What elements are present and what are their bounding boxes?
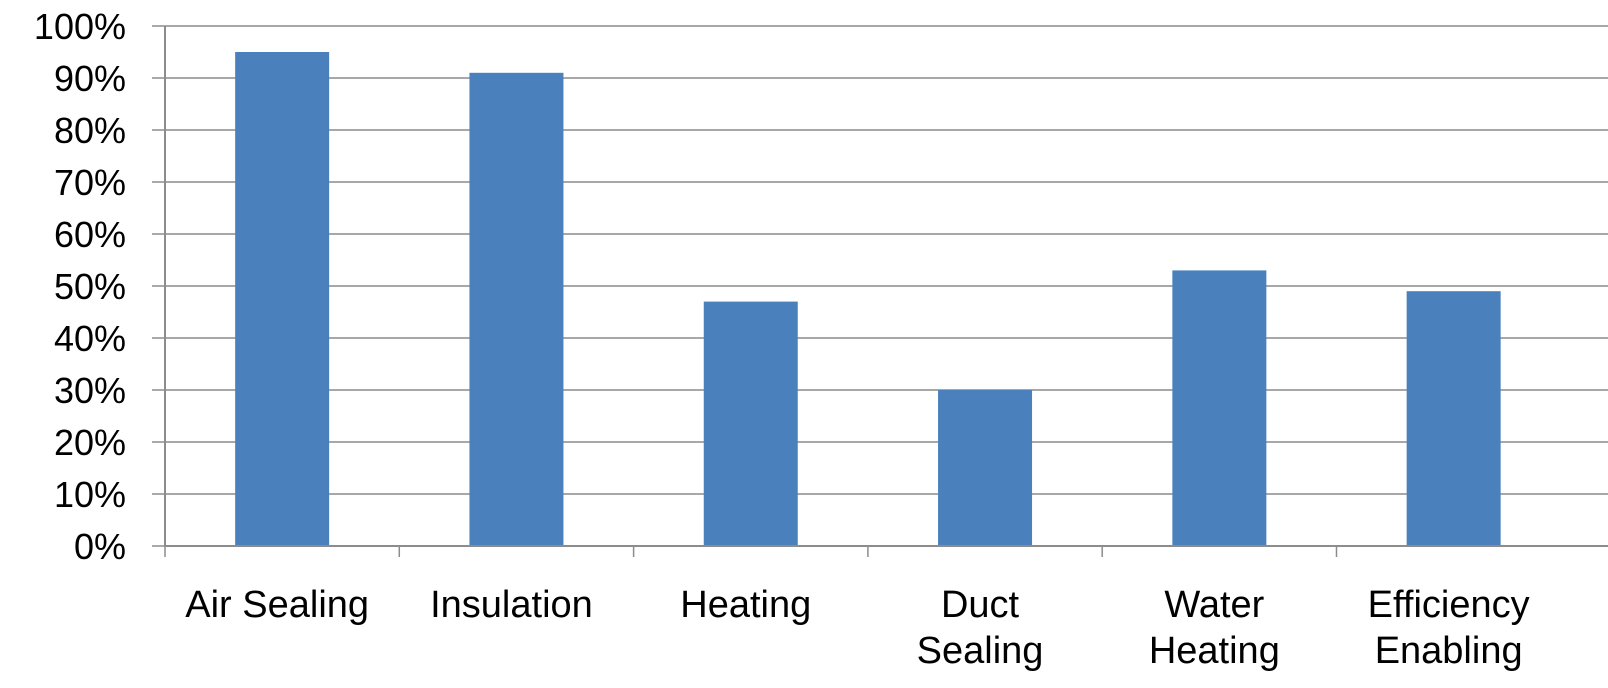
x-category-label: Insulation	[430, 584, 593, 626]
x-category-label: Heating	[1149, 630, 1280, 672]
gridlines	[152, 25, 1608, 547]
y-tick-label: 20%	[54, 422, 126, 463]
y-tick-label: 90%	[54, 58, 126, 99]
x-category-label: Sealing	[917, 630, 1044, 672]
x-category-label: Air Sealing	[185, 584, 369, 626]
bar	[469, 72, 564, 547]
x-axis	[164, 26, 1608, 557]
y-tick-label: 100%	[34, 6, 126, 47]
x-category-label: Duct	[941, 584, 1020, 626]
y-tick-label: 40%	[54, 318, 126, 359]
y-tick-labels: 0% 10% 20% 30% 40% 50% 60% 70% 80% 90% 100%	[34, 6, 126, 567]
x-category-label: Efficiency	[1368, 584, 1530, 626]
x-category-label: Enabling	[1375, 630, 1523, 672]
x-category-label: Heating	[680, 584, 811, 626]
bar	[703, 301, 798, 546]
bar	[1172, 270, 1267, 546]
y-tick-label: 10%	[54, 474, 126, 515]
x-category-label: Water	[1164, 584, 1264, 626]
y-tick-label: 80%	[54, 110, 126, 151]
y-tick-label: 60%	[54, 214, 126, 255]
y-tick-label: 50%	[54, 266, 126, 307]
bar	[938, 390, 1033, 546]
y-tick-label: 70%	[54, 162, 126, 203]
bars	[235, 52, 1501, 547]
y-tick-label: 30%	[54, 370, 126, 411]
bar	[235, 52, 330, 546]
bar	[1406, 291, 1501, 546]
y-tick-label: 0%	[74, 526, 126, 567]
